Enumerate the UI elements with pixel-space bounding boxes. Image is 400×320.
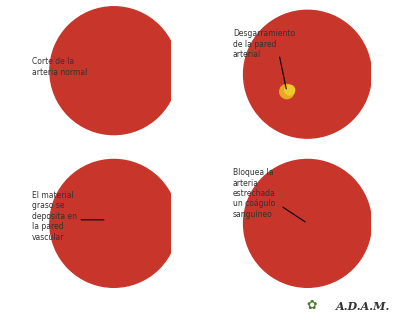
Circle shape xyxy=(251,17,364,131)
Circle shape xyxy=(269,185,346,262)
Circle shape xyxy=(64,174,164,273)
Circle shape xyxy=(91,48,136,93)
Circle shape xyxy=(269,36,346,113)
Circle shape xyxy=(292,59,323,90)
Circle shape xyxy=(285,85,295,95)
Circle shape xyxy=(64,21,164,120)
Circle shape xyxy=(258,174,357,273)
Circle shape xyxy=(274,189,342,258)
Circle shape xyxy=(70,27,158,115)
Circle shape xyxy=(98,55,130,86)
Circle shape xyxy=(251,166,364,280)
Circle shape xyxy=(57,14,171,127)
Text: ✿: ✿ xyxy=(307,299,317,312)
Circle shape xyxy=(50,7,178,135)
Circle shape xyxy=(87,44,141,98)
Circle shape xyxy=(76,185,152,262)
Circle shape xyxy=(57,166,171,280)
Circle shape xyxy=(244,10,372,138)
Text: Corte de la
arteria normal: Corte de la arteria normal xyxy=(32,57,88,77)
Circle shape xyxy=(264,179,352,268)
Circle shape xyxy=(280,84,294,99)
Circle shape xyxy=(285,52,330,97)
Circle shape xyxy=(275,42,340,107)
Circle shape xyxy=(292,208,323,239)
Circle shape xyxy=(296,212,319,235)
Circle shape xyxy=(107,216,121,230)
Circle shape xyxy=(278,194,337,253)
Circle shape xyxy=(81,38,146,103)
Text: A.D.A.M.: A.D.A.M. xyxy=(336,301,390,312)
Text: Desgarramiento
de la pared
arterial: Desgarramiento de la pared arterial xyxy=(233,29,295,59)
Circle shape xyxy=(258,25,357,124)
Text: El material
graso se
deposita en
la pared
vascular: El material graso se deposita en la pare… xyxy=(32,191,77,242)
Circle shape xyxy=(285,201,330,246)
Circle shape xyxy=(91,201,136,246)
Circle shape xyxy=(280,47,334,101)
Circle shape xyxy=(264,30,352,118)
Circle shape xyxy=(84,194,144,253)
Circle shape xyxy=(76,32,152,109)
Circle shape xyxy=(70,179,158,268)
Text: Bloquea la
arteria
estrechada
un coágulo
sanguíneo: Bloquea la arteria estrechada un coágulo… xyxy=(233,168,276,219)
Circle shape xyxy=(102,212,125,235)
Circle shape xyxy=(98,208,130,239)
Circle shape xyxy=(80,189,148,258)
Circle shape xyxy=(244,159,372,287)
Circle shape xyxy=(50,159,178,287)
Circle shape xyxy=(300,216,314,230)
